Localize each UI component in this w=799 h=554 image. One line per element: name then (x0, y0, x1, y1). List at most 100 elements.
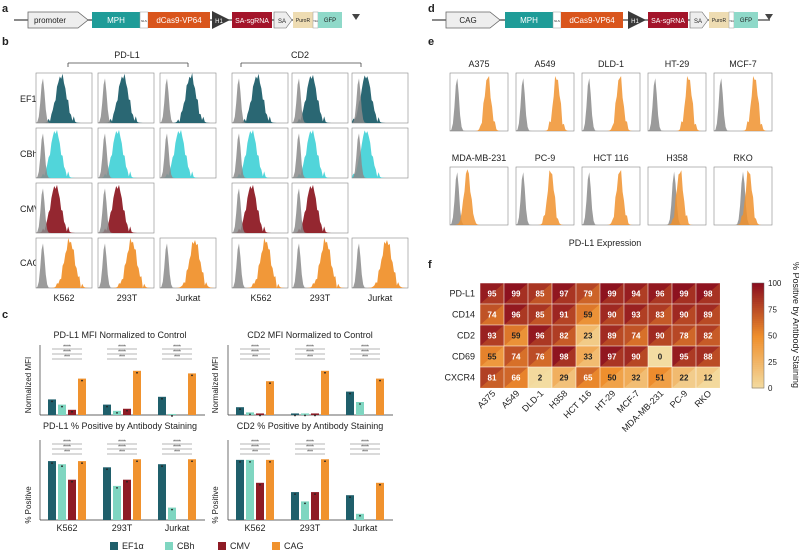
e-hist-bot-3-label: H358 (666, 153, 688, 163)
f-cell-tri-4-4 (576, 367, 600, 388)
f-val-2-1: 59 (512, 332, 521, 341)
c-dot-2-1-3 (136, 460, 138, 463)
e-hist-top-1: A549 (515, 59, 575, 132)
panel-label-c: c (2, 309, 8, 321)
b-hist-cd2-r0-c0 (231, 72, 289, 124)
f-colorbar-label: % Positive by Antibody Staining (791, 262, 799, 388)
f-val-4-3: 29 (560, 374, 569, 383)
construct-a-sa: SA (278, 19, 286, 25)
f-colorbar-seg-49 (752, 385, 764, 389)
construct-d-puro: PuroR (712, 18, 727, 24)
c-dot-1-1-1 (304, 414, 306, 417)
c-title-cd2-pct: CD2 % Positive by Antibody Staining (237, 421, 384, 431)
f-cell-tri-2-1 (504, 325, 528, 346)
c-chart-0: ********************************* (39, 345, 205, 417)
construct-a-dcas: dCas9-VP64 (156, 16, 202, 25)
f-colorbar-seg-40 (752, 367, 764, 370)
f-colorbar-seg-29 (752, 343, 764, 347)
f-cell-tri-0-1 (504, 283, 528, 304)
f-val-1-7: 83 (656, 311, 665, 320)
construct-a-h1: H1 (215, 19, 223, 25)
f-colorbar-seg-19 (752, 322, 764, 326)
f-colorbar-seg-30 (752, 346, 764, 349)
c-sig-1-0-2: *** (252, 355, 258, 361)
f-val-1-3: 91 (560, 311, 569, 320)
f-cell-tri-2-0 (480, 325, 504, 346)
f-colorbar-seg-44 (752, 375, 764, 378)
f-cell-tri-0-7 (648, 283, 672, 304)
c-sig-2-0-0: **** (63, 440, 71, 446)
c-dot-2-2-0 (161, 465, 163, 468)
legend-ef1a: EF1α (122, 541, 144, 551)
panel-b-row-cmv: CMV (20, 204, 40, 214)
f-cell-tri-3-6 (624, 346, 648, 367)
f-cell-tri-0-9 (696, 283, 720, 304)
f-colorbar-seg-47 (752, 381, 764, 385)
f-val-1-2: 85 (536, 311, 545, 320)
b-hist-pdl1-r0-c1 (97, 72, 155, 124)
f-cell-tri-2-5 (600, 325, 624, 346)
c-dot-1-0-2 (259, 414, 261, 417)
panel-b: PD-L1 CD2 EF1α CBh CMV CAG K562 293T Jur… (20, 50, 409, 303)
c-xlabel-3-2: Jurkat (353, 523, 378, 533)
e-hist-top-0-label: A375 (468, 59, 489, 69)
f-val-0-2: 85 (536, 290, 545, 299)
f-val-3-8: 95 (680, 353, 689, 362)
construct-a-mph: MPH (107, 16, 125, 25)
c-bar-0-2-1 (168, 413, 176, 415)
c-bar-2-1-3 (133, 459, 141, 520)
f-colorbar-seg-18 (752, 320, 764, 324)
c-sig-2-2-1: **** (173, 445, 181, 451)
construct-a-sgrna: SA-sgRNA (235, 18, 269, 25)
construct-d-mph: MPH (520, 16, 538, 25)
b-hist-pdl1-r3-c0 (35, 237, 93, 289)
f-colorbar-seg-37 (752, 360, 764, 364)
c-dot-0-1-2 (126, 409, 128, 412)
f-cell-tri-4-9 (696, 367, 720, 388)
c-bar-0-1-0 (103, 404, 111, 415)
c-legend: EF1α CBh CMV CAG (110, 541, 304, 551)
b-hist-cd2-r1-c2 (351, 127, 409, 179)
f-colorbar-seg-48 (752, 383, 764, 387)
panel-label-d: d (428, 3, 435, 15)
panel-label-b: b (2, 36, 9, 48)
b-hist-cd2-r3-c0 (231, 237, 289, 289)
construct-d-dcas: dCas9-VP64 (569, 16, 615, 25)
f-val-3-4: 33 (584, 353, 593, 362)
f-val-0-9: 98 (704, 290, 713, 299)
f-row-label-0: PD-L1 (449, 289, 475, 299)
legend-cbh: CBh (177, 541, 195, 551)
c-bar-2-2-3 (188, 459, 196, 520)
c-bar-3-0-3 (266, 459, 274, 520)
e-hist-top-2: DLD-1 (581, 59, 641, 132)
c-bar-3-1-1 (301, 501, 309, 520)
construct-d-gfp: GFP (740, 18, 752, 24)
f-colorbar-seg-42 (752, 371, 764, 374)
f-cell-tri-4-0 (480, 367, 504, 388)
f-val-2-7: 90 (656, 332, 665, 341)
c-dot-2-2-1 (171, 508, 173, 511)
f-val-0-1: 99 (512, 290, 521, 299)
c-dot-1-2-1 (359, 403, 361, 405)
legend-swatch-ef1a (110, 542, 118, 550)
c-bar-1-0-0 (236, 407, 244, 415)
f-colorbar-seg-43 (752, 373, 764, 376)
f-cell-tri-1-1 (504, 304, 528, 325)
b-hist-cd2-r0-c1 (291, 72, 349, 124)
b-hist-cd2-r1-c1 (291, 127, 349, 179)
f-col-label-9: RKO (693, 388, 714, 409)
f-cell-tri-0-5 (600, 283, 624, 304)
construct-d-h1: H1 (631, 19, 639, 25)
c-sig-2-1-1: **** (118, 445, 126, 451)
f-cell-tri-1-0 (480, 304, 504, 325)
f-val-0-8: 99 (680, 290, 689, 299)
b-hist-pdl1-r0-c2 (159, 72, 217, 124)
b-hist-pdl1-r2-c0 (35, 182, 93, 234)
construct-d-sgrna: SA-sgRNA (651, 18, 685, 25)
b-hist-cd2-r2-c0 (231, 182, 289, 234)
legend-cmv: CMV (230, 541, 250, 551)
c-dot-3-0-1 (249, 460, 251, 463)
f-colorbar-seg-10 (752, 304, 764, 307)
f-colorbar-seg-45 (752, 377, 764, 381)
f-colorbar-seg-7 (752, 297, 764, 301)
